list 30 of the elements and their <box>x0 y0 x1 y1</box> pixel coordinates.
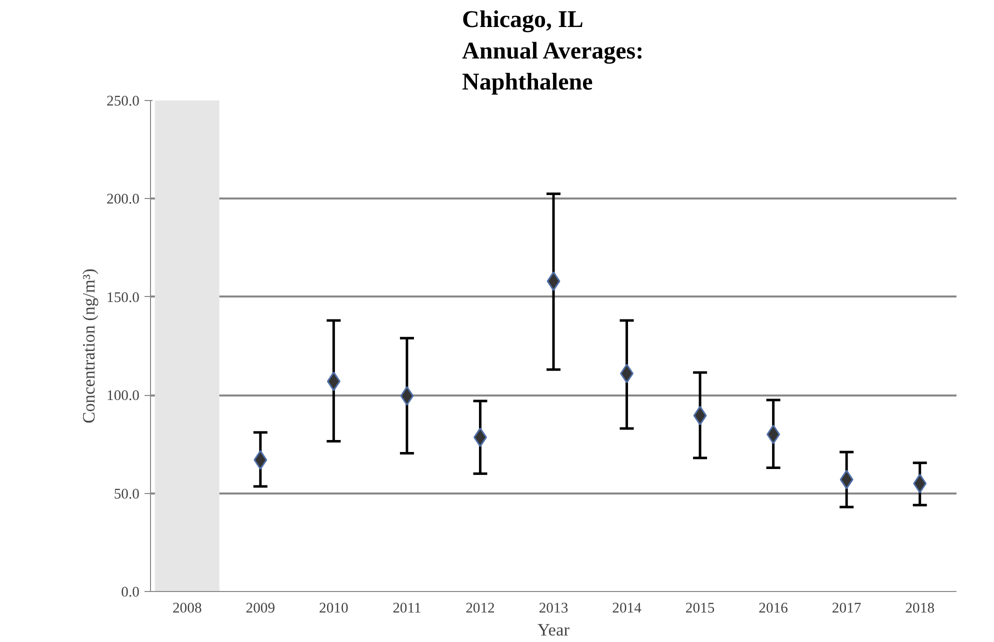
x-tick-label: 2018 <box>905 600 935 616</box>
x-tick-label: 2015 <box>685 600 715 616</box>
x-tick-label: 2016 <box>758 600 788 616</box>
point <box>620 364 634 384</box>
x-tick-label: 2014 <box>612 600 642 616</box>
x-tick-label: 2011 <box>392 600 422 616</box>
point <box>254 450 268 470</box>
x-tick-label: 2009 <box>246 600 276 616</box>
y-tick-label: 100.0 <box>106 388 140 404</box>
point <box>546 271 560 291</box>
point <box>840 470 854 490</box>
point <box>766 424 780 444</box>
point <box>913 474 927 494</box>
x-tick-label: 2017 <box>832 600 862 616</box>
point <box>326 372 340 392</box>
x-tick-label: 2010 <box>319 600 348 616</box>
point <box>400 386 414 406</box>
x-axis-title: Year <box>538 620 570 640</box>
x-tick-label: 2012 <box>466 600 495 616</box>
x-tick-label: 2013 <box>538 600 568 616</box>
y-axis-title: Concentration (ng/m³) <box>80 268 99 424</box>
point <box>473 428 487 448</box>
y-tick-label: 250.0 <box>106 94 140 110</box>
x-tick-label: 2008 <box>172 600 202 616</box>
y-tick-label: 50.0 <box>114 486 140 502</box>
y-tick-label: 150.0 <box>106 290 140 306</box>
y-tick-label: 200.0 <box>106 192 140 208</box>
chart-title: Chicago, IL Annual Averages: Naphthalene <box>462 7 644 96</box>
point <box>693 406 707 426</box>
y-tick-label: 0.0 <box>121 584 140 600</box>
